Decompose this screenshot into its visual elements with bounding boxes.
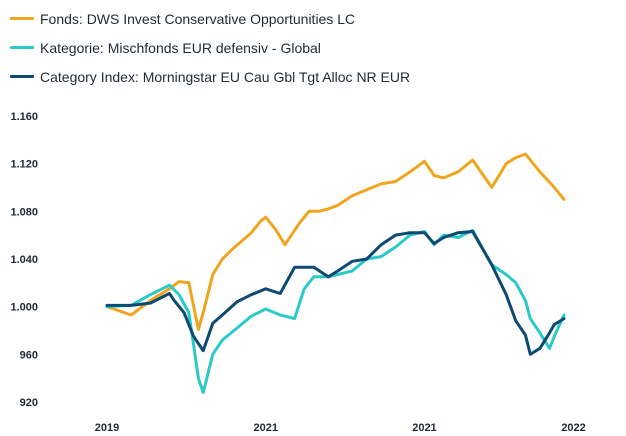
legend-item-fonds[interactable]: Fonds: DWS Invest Conservative Opportuni… (10, 4, 410, 33)
x-tick-label: 2019 (95, 422, 119, 434)
legend-label-category-index: Category Index: Morningstar EU Cau Gbl T… (40, 68, 411, 85)
legend-item-category-index[interactable]: Category Index: Morningstar EU Cau Gbl T… (10, 62, 410, 91)
y-tick-label: 1.000 (10, 302, 38, 314)
x-axis: 2019 2021 2021 2022 (95, 422, 586, 434)
legend-item-kategorie[interactable]: Kategorie: Mischfonds EUR defensiv - Glo… (10, 33, 410, 62)
series-line-kategorie (105, 228, 566, 394)
x-tick-label: 2022 (561, 422, 585, 434)
y-tick-label: 1.080 (10, 206, 38, 218)
y-tick-label: 920 (20, 397, 38, 409)
legend-swatch-fonds (10, 17, 34, 20)
x-tick-label: 2021 (412, 422, 436, 434)
series-line-fonds (105, 152, 566, 331)
legend: Fonds: DWS Invest Conservative Opportuni… (10, 4, 410, 91)
y-tick-label: 960 (20, 349, 38, 361)
series-line-category-index (105, 230, 566, 356)
y-tick-label: 1.040 (10, 254, 38, 266)
legend-swatch-category-index (10, 75, 34, 78)
y-tick-label: 1.120 (10, 159, 38, 171)
legend-label-fonds: Fonds: DWS Invest Conservative Opportuni… (40, 10, 356, 27)
x-tick-label: 2021 (253, 422, 277, 434)
series-layer (105, 152, 566, 394)
y-tick-label: 1.160 (10, 111, 38, 123)
y-axis: 1.160 1.120 1.080 1.040 1.000 960 920 (10, 111, 38, 409)
legend-label-kategorie: Kategorie: Mischfonds EUR defensiv - Glo… (40, 39, 321, 56)
legend-swatch-kategorie (10, 46, 34, 49)
